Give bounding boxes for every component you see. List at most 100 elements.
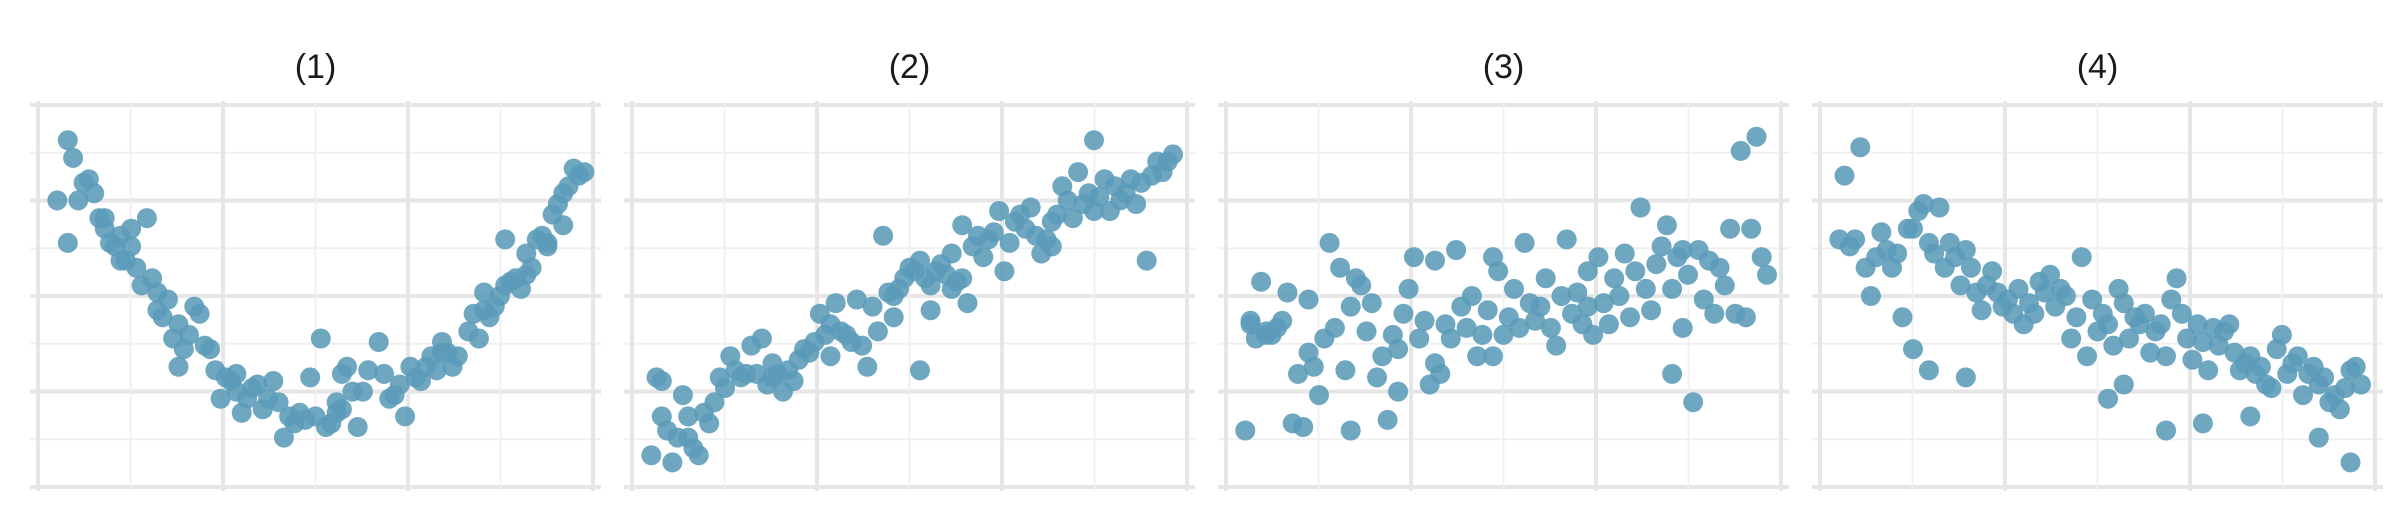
scatter-point xyxy=(1651,236,1672,257)
scatter-point xyxy=(1298,289,1319,310)
scatter-point xyxy=(1834,165,1855,186)
scatter-point xyxy=(952,215,973,236)
scatter-point xyxy=(867,321,888,342)
scatter-point xyxy=(1850,137,1871,158)
scatter-point xyxy=(2150,314,2171,335)
scatter-point xyxy=(337,356,358,377)
scatter-point xyxy=(1330,257,1351,278)
scatter-point xyxy=(820,346,841,367)
scatter-point xyxy=(368,332,389,352)
scatter-point xyxy=(263,371,284,391)
scatter-point xyxy=(300,367,321,388)
scatter-point xyxy=(1714,275,1735,296)
scatter-point xyxy=(1709,257,1730,278)
scatter-point xyxy=(1598,314,1619,335)
scatter-point xyxy=(1583,324,1604,345)
scatter-points xyxy=(1829,137,2371,473)
scatter-panel-4: (4) xyxy=(1812,48,2383,491)
scatter-point xyxy=(1367,367,1387,388)
scatter-point xyxy=(395,406,416,427)
scatter-point xyxy=(310,328,331,349)
scatter-point xyxy=(1662,278,1683,299)
scatter-point xyxy=(163,328,184,349)
scatter-point xyxy=(1493,324,1514,345)
scatter-point xyxy=(873,225,894,246)
scatter-point xyxy=(2040,264,2061,285)
scatter-point xyxy=(1741,218,1762,239)
scatter-point xyxy=(389,374,410,395)
scatter-point xyxy=(1903,339,1923,360)
scatter-point xyxy=(1340,420,1361,441)
scatter-point xyxy=(84,183,105,204)
scatter-point xyxy=(989,201,1010,221)
scatter-point xyxy=(994,261,1015,282)
scatter-point xyxy=(1041,211,1062,232)
scatter-point xyxy=(495,229,516,250)
scatter-point xyxy=(1635,278,1656,299)
scatter-point xyxy=(1467,346,1488,367)
scatter-point xyxy=(1955,367,1976,388)
scatter-point xyxy=(2308,427,2329,448)
scatter-point xyxy=(1068,162,1089,183)
scatter-point xyxy=(273,427,294,448)
scatter-point xyxy=(941,243,962,264)
scatter-point xyxy=(1530,296,1551,317)
scatter-point xyxy=(2024,303,2045,324)
scatter-point xyxy=(1751,247,1772,268)
scatter-point xyxy=(2066,307,2087,328)
scatter-point xyxy=(2140,342,2161,363)
scatter-point xyxy=(1609,286,1630,306)
scatter-point xyxy=(1163,144,1183,165)
scatter-point xyxy=(862,296,883,317)
scatter-point xyxy=(1272,310,1293,331)
scatter-point xyxy=(910,250,930,271)
scatter-point xyxy=(152,307,173,328)
scatter-point xyxy=(1504,278,1524,299)
scatter-point xyxy=(1593,293,1614,314)
scatter-point xyxy=(1136,250,1157,271)
scatter-point xyxy=(688,445,709,466)
scatter-point xyxy=(762,367,783,388)
scatter-point xyxy=(1887,243,1908,264)
scatter-point xyxy=(883,307,904,328)
scatter-point xyxy=(374,363,394,384)
scatter-point xyxy=(226,363,247,384)
scatter-point xyxy=(2134,303,2155,324)
scatter-point xyxy=(2161,289,2182,310)
scatter-point xyxy=(1735,307,1756,328)
scatter-point xyxy=(110,225,131,246)
scatter-point xyxy=(2250,356,2271,377)
scatter-point xyxy=(957,293,978,314)
scatter-point xyxy=(574,162,595,183)
scatter-point xyxy=(1293,417,1314,437)
scatter-panel-3: (3) xyxy=(1218,48,1789,491)
scatter-point xyxy=(1546,335,1567,356)
scatter-point xyxy=(2177,328,2198,349)
scatter-point xyxy=(200,339,221,360)
scatter-point xyxy=(1577,296,1598,317)
scatter-point xyxy=(68,190,89,211)
scatter-point xyxy=(268,392,289,413)
scatter-point xyxy=(1351,275,1372,296)
scatter-point xyxy=(1456,317,1477,338)
scatter-point xyxy=(1730,140,1751,161)
grid xyxy=(624,101,1195,491)
scatter-point xyxy=(358,360,379,381)
scatter-point xyxy=(1084,130,1104,151)
scatter-point xyxy=(1604,268,1625,289)
scatter-point xyxy=(1620,307,1640,328)
scatter-point xyxy=(2271,324,2292,345)
scatter-point xyxy=(210,388,231,409)
grid xyxy=(1812,101,2383,491)
scatter-point xyxy=(672,385,693,406)
scatter-point xyxy=(521,257,542,278)
scatter-point xyxy=(474,282,495,303)
scatter-point xyxy=(142,268,163,289)
scatter-point xyxy=(2077,346,2097,367)
scatter-point xyxy=(2182,349,2203,370)
scatter-point xyxy=(2103,335,2124,356)
scatter-point xyxy=(1892,307,1913,328)
scatter-point xyxy=(1020,197,1041,218)
panel-title: (3) xyxy=(1483,48,1525,86)
